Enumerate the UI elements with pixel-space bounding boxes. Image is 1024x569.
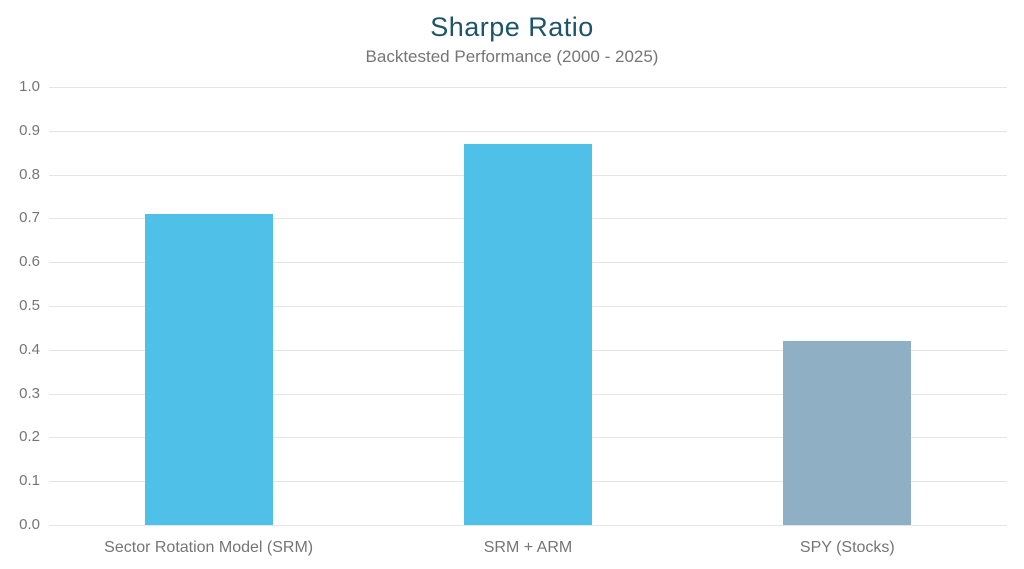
gridline — [49, 87, 1007, 88]
y-axis-tick-label: 0.1 — [19, 472, 40, 490]
y-axis-tick-label: 0.0 — [19, 516, 40, 533]
y-axis-tick-label: 0.2 — [19, 428, 40, 446]
x-axis-category-label: SPY (Stocks) — [799, 539, 895, 556]
y-axis-tick-label: 0.5 — [19, 297, 40, 314]
gridline — [49, 525, 1007, 526]
bar — [783, 341, 912, 525]
bar — [144, 214, 273, 525]
bar — [464, 143, 592, 525]
y-axis-tick-label: 0.3 — [19, 384, 40, 402]
chart-title: Sharpe Ratio — [430, 12, 594, 42]
gridline — [49, 130, 1007, 132]
x-axis-category-label: Sector Rotation Model (SRM) — [104, 539, 314, 556]
y-axis-tick-label: 0.9 — [19, 121, 40, 139]
y-axis-tick-label: 0.8 — [19, 165, 40, 183]
x-axis-category-label: SRM + ARM — [483, 539, 573, 556]
plot-area — [49, 87, 1007, 526]
chart-subtitle: Backtested Performance (2000 - 2025) — [365, 47, 659, 66]
y-axis-tick-label: 0.4 — [19, 340, 40, 358]
y-axis-tick-label: 0.7 — [19, 209, 40, 227]
y-axis-tick-label: 1.0 — [19, 78, 40, 95]
y-axis-tick-label: 0.6 — [19, 253, 40, 271]
